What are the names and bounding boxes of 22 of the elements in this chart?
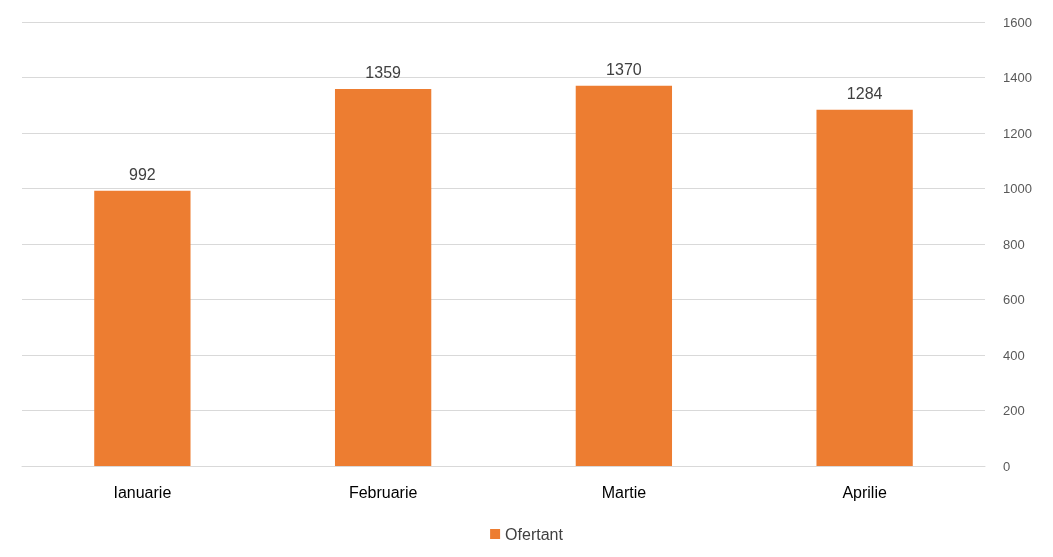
x-tick-label: Ianuarie: [113, 483, 172, 501]
y-tick-label: 600: [1003, 292, 1025, 307]
x-tick-label: Aprilie: [842, 483, 887, 501]
x-tick-label: Februarie: [348, 483, 418, 501]
x-tick-label: Martie: [601, 483, 647, 501]
y-tick-label: 1600: [1003, 14, 1032, 30]
y-tick-label: 400: [1003, 347, 1025, 363]
data-label: 992: [129, 166, 156, 184]
y-tick-label: 800: [1003, 236, 1025, 252]
y-tick-label: 1000: [1003, 181, 1032, 196]
data-label: 1359: [365, 64, 402, 82]
legend-label: Ofertant: [505, 525, 564, 543]
y-tick-label: 200: [1003, 403, 1025, 418]
data-label: 1284: [846, 85, 883, 103]
bar: [94, 190, 191, 466]
bar: [334, 88, 432, 466]
bar: [816, 109, 913, 466]
y-tick-label: 1400: [1003, 70, 1032, 85]
bar: [575, 85, 673, 466]
y-tick-label: 1200: [1003, 125, 1032, 141]
y-tick-label: 0: [1003, 458, 1011, 474]
data-label: 1370: [606, 61, 642, 79]
